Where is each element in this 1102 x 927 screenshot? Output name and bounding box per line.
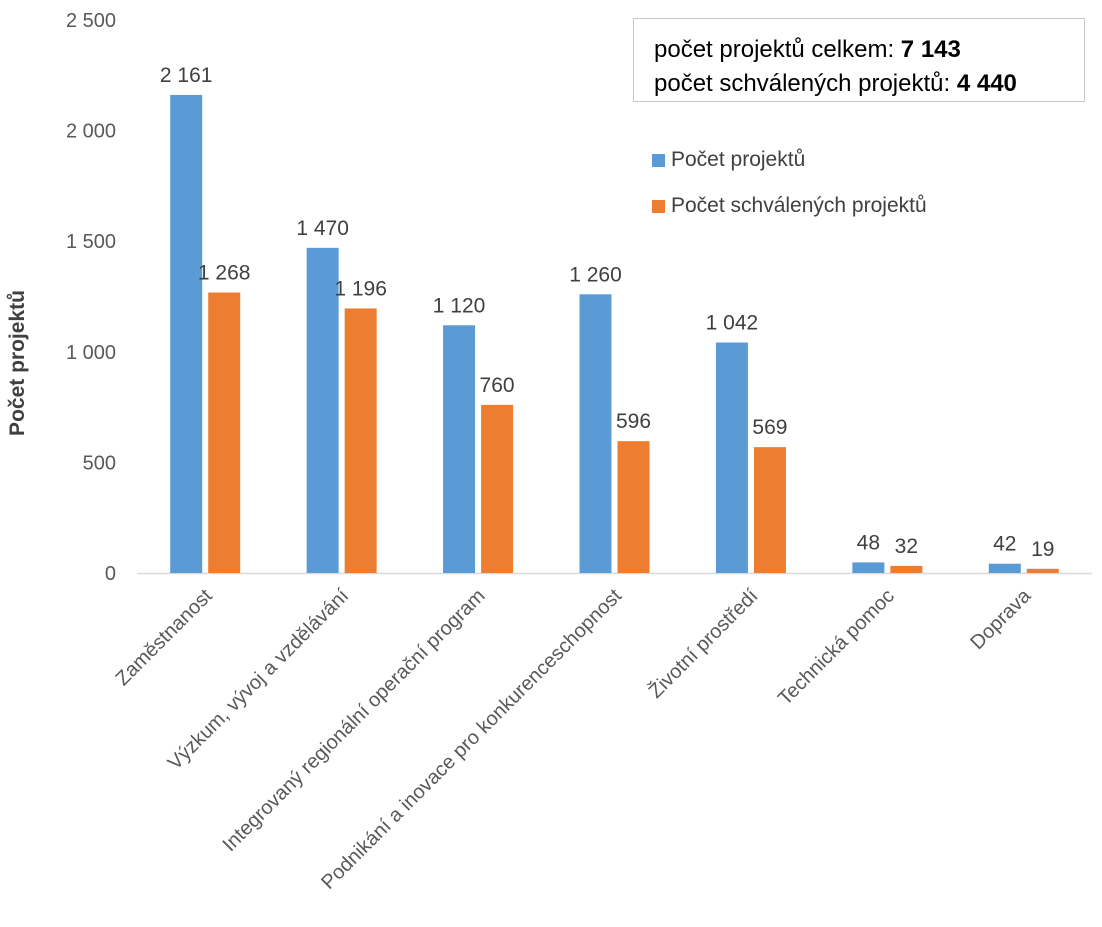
legend-swatch-approved [652, 199, 665, 213]
x-category-label: Podnikání a inovace pro konkurenceschopn… [317, 585, 626, 894]
data-label-approved: 760 [480, 374, 515, 397]
bar-approved [753, 447, 786, 573]
y-axis-title: Počet projektů [6, 290, 29, 436]
legend-item-approved: Počet schválených projektů [652, 183, 927, 229]
bar-total [715, 342, 748, 573]
data-label-total: 48 [857, 531, 880, 554]
bar-total [988, 563, 1021, 573]
data-label-approved: 32 [895, 535, 918, 558]
x-category-label: Doprava [966, 584, 1036, 654]
x-category-label: Životní prostředí [644, 584, 763, 703]
summary-total-label: počet projektů celkem: [654, 36, 901, 63]
summary-approved-value: 4 440 [956, 70, 1017, 97]
y-tick-label: 0 [105, 563, 116, 585]
legend-item-total: Počet projektů [652, 137, 927, 183]
bar-total [170, 94, 203, 573]
summary-total-value: 7 143 [900, 36, 961, 63]
data-label-total: 1 042 [706, 312, 759, 335]
summary-approved-line: počet schválených projektů: 4 440 [654, 67, 1084, 101]
legend-label-total: Počet projektů [671, 148, 806, 171]
legend-label-approved: Počet schválených projektů [671, 194, 927, 217]
bar-total [579, 294, 612, 573]
legend-swatch-total [652, 153, 665, 167]
data-label-approved: 1 268 [198, 262, 251, 285]
bar-approved [481, 404, 514, 573]
y-tick-label: 2 500 [66, 10, 116, 32]
data-label-total: 1 470 [296, 217, 349, 240]
x-category-label: Zaměstnanost [112, 585, 217, 690]
y-tick-label: 500 [83, 452, 116, 474]
x-category-label: Integrovaný regionální operační program [219, 585, 490, 856]
legend: Počet projektů Počet schválených projekt… [652, 137, 927, 229]
y-tick-label: 1 000 [66, 342, 116, 364]
bar-approved [617, 441, 650, 573]
bar-approved [1026, 568, 1059, 573]
bar-approved [344, 308, 377, 573]
data-label-approved: 596 [616, 410, 651, 433]
bar-approved [890, 565, 923, 573]
y-tick-label: 2 000 [66, 121, 116, 143]
bar-total [443, 325, 476, 573]
bar-approved [208, 292, 241, 573]
data-label-approved: 569 [752, 416, 787, 439]
data-label-total: 42 [993, 533, 1016, 556]
summary-approved-label: počet schválených projektů: [654, 70, 957, 97]
data-label-approved: 1 196 [334, 277, 387, 300]
x-category-label: Technická pomoc [774, 585, 899, 710]
y-tick-label: 1 500 [66, 231, 116, 253]
data-label-total: 2 161 [160, 64, 213, 87]
data-label-total: 1 260 [569, 263, 622, 286]
bar-total [852, 562, 885, 573]
bar-total [306, 247, 339, 573]
data-label-total: 1 120 [433, 294, 486, 317]
data-label-approved: 19 [1031, 538, 1054, 561]
summary-box: počet projektů celkem: 7 143 počet schvá… [633, 18, 1085, 102]
summary-total-line: počet projektů celkem: 7 143 [654, 33, 1084, 67]
